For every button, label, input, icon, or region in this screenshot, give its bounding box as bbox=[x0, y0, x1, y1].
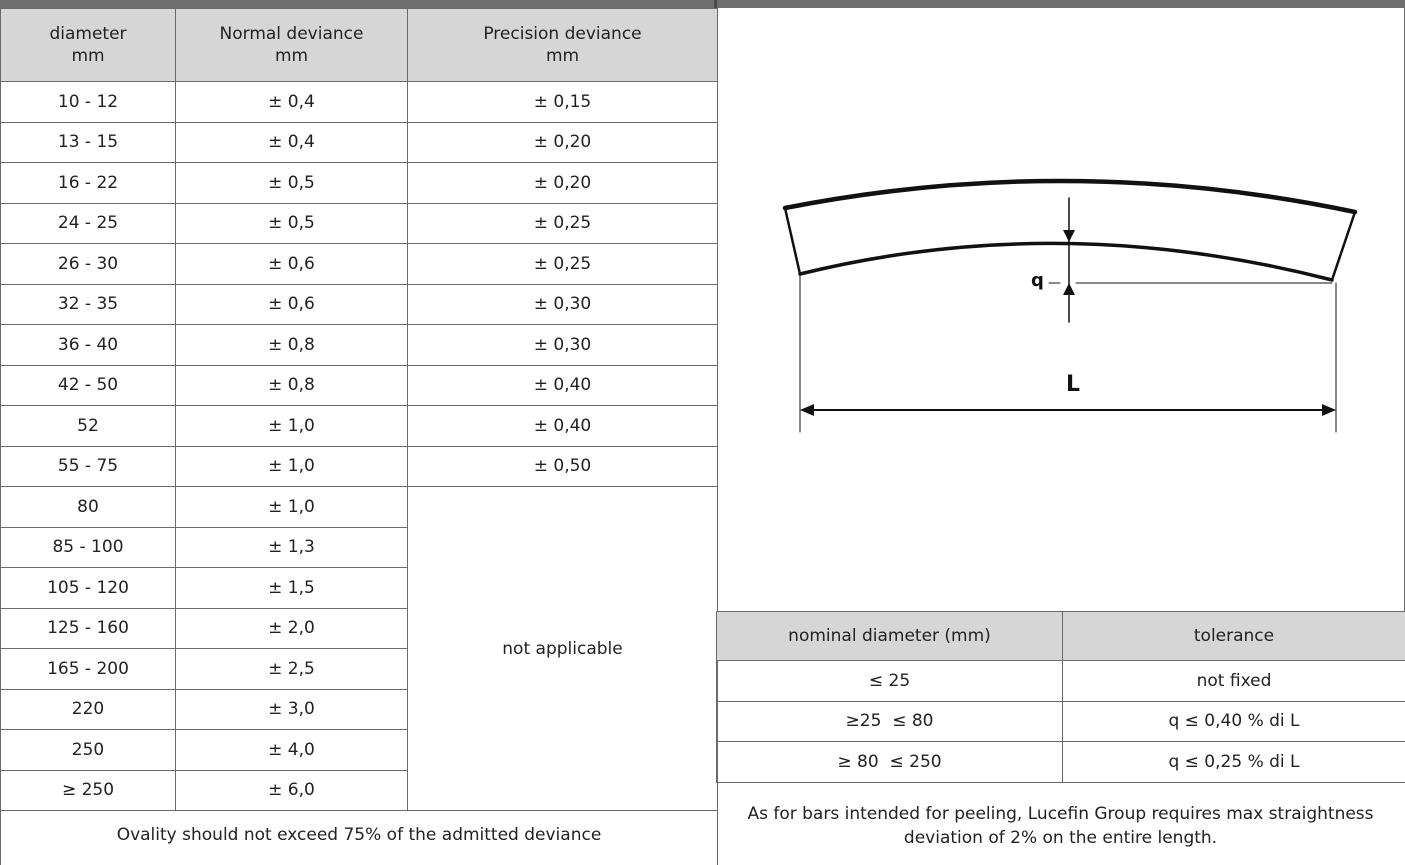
peeling-note: As for bars intended for peeling, Lucefi… bbox=[716, 802, 1405, 850]
precision-deviance-cell: ± 0,25 bbox=[408, 244, 718, 285]
bar-top-edge bbox=[785, 181, 1355, 212]
diameter-cell: 105 - 120 bbox=[1, 568, 176, 609]
top-header-bar bbox=[0, 0, 1405, 8]
normal-deviance-cell: ± 0,5 bbox=[176, 163, 408, 204]
tolerance-cell: q ≤ 0,40 % di L bbox=[1063, 701, 1405, 742]
precision-deviance-cell: ± 0,20 bbox=[408, 163, 718, 204]
note-row: Ovality should not exceed 75% of the adm… bbox=[1, 811, 718, 865]
diameter-cell: 36 - 40 bbox=[1, 325, 176, 366]
header-separator bbox=[714, 0, 717, 8]
normal-deviance-cell: ± 2,0 bbox=[176, 608, 408, 649]
table-header-row: diameter mm Normal deviance mm Precision… bbox=[1, 9, 718, 82]
table-row: 26 - 30± 0,6± 0,25 bbox=[1, 244, 718, 285]
diameter-cell: 125 - 160 bbox=[1, 608, 176, 649]
q-arrow-top bbox=[1063, 230, 1075, 242]
normal-deviance-cell: ± 0,8 bbox=[176, 365, 408, 406]
table-row: 36 - 40± 0,8± 0,30 bbox=[1, 325, 718, 366]
not-applicable-cell: not applicable bbox=[408, 487, 718, 811]
header-precision-deviance: Precision deviance mm bbox=[408, 9, 718, 82]
table-row: 13 - 15± 0,4± 0,20 bbox=[1, 122, 718, 163]
straightness-diagram: q L bbox=[760, 170, 1360, 440]
precision-deviance-cell: ± 0,15 bbox=[408, 82, 718, 123]
tolerance-cell: not fixed bbox=[1063, 661, 1405, 702]
diameter-cell: 165 - 200 bbox=[1, 649, 176, 690]
precision-deviance-cell: ± 0,40 bbox=[408, 406, 718, 447]
diameter-cell: 10 - 12 bbox=[1, 82, 176, 123]
nominal-diameter-cell: ≤ 25 bbox=[717, 661, 1063, 702]
table-row: 32 - 35± 0,6± 0,30 bbox=[1, 284, 718, 325]
normal-deviance-cell: ± 0,6 bbox=[176, 284, 408, 325]
precision-deviance-cell: ± 0,30 bbox=[408, 284, 718, 325]
ovality-note: Ovality should not exceed 75% of the adm… bbox=[1, 811, 718, 865]
normal-deviance-cell: ± 1,0 bbox=[176, 487, 408, 528]
table-row: 24 - 25± 0,5± 0,25 bbox=[1, 203, 718, 244]
l-arrow-left bbox=[800, 404, 814, 416]
label-q: q bbox=[1031, 270, 1044, 291]
normal-deviance-cell: ± 1,5 bbox=[176, 568, 408, 609]
precision-deviance-cell: ± 0,40 bbox=[408, 365, 718, 406]
normal-deviance-cell: ± 0,5 bbox=[176, 203, 408, 244]
normal-deviance-cell: ± 2,5 bbox=[176, 649, 408, 690]
normal-deviance-cell: ± 0,4 bbox=[176, 82, 408, 123]
normal-deviance-cell: ± 1,0 bbox=[176, 406, 408, 447]
nominal-diameter-cell: ≥25 ≤ 80 bbox=[717, 701, 1063, 742]
diameter-cell: 80 bbox=[1, 487, 176, 528]
diameter-cell: 13 - 15 bbox=[1, 122, 176, 163]
diameter-cell: 52 bbox=[1, 406, 176, 447]
normal-deviance-cell: ± 3,0 bbox=[176, 689, 408, 730]
diameter-deviance-table: diameter mm Normal deviance mm Precision… bbox=[0, 8, 718, 865]
table-row: 52± 1,0± 0,40 bbox=[1, 406, 718, 447]
normal-deviance-cell: ± 0,6 bbox=[176, 244, 408, 285]
normal-deviance-cell: ± 1,3 bbox=[176, 527, 408, 568]
header-diameter: diameter mm bbox=[1, 9, 176, 82]
precision-deviance-cell: ± 0,50 bbox=[408, 446, 718, 487]
diameter-cell: 85 - 100 bbox=[1, 527, 176, 568]
precision-deviance-cell: ± 0,20 bbox=[408, 122, 718, 163]
header-tolerance: tolerance bbox=[1063, 612, 1405, 661]
table-row: 42 - 50± 0,8± 0,40 bbox=[1, 365, 718, 406]
normal-deviance-cell: ± 4,0 bbox=[176, 730, 408, 771]
header-normal-deviance: Normal deviance mm bbox=[176, 9, 408, 82]
table-row: 16 - 22± 0,5± 0,20 bbox=[1, 163, 718, 204]
diameter-cell: ≥ 250 bbox=[1, 770, 176, 811]
diameter-cell: 250 bbox=[1, 730, 176, 771]
table-row: 55 - 75± 1,0± 0,50 bbox=[1, 446, 718, 487]
l-arrow-right bbox=[1322, 404, 1336, 416]
diameter-cell: 16 - 22 bbox=[1, 163, 176, 204]
precision-deviance-cell: ± 0,25 bbox=[408, 203, 718, 244]
diameter-cell: 220 bbox=[1, 689, 176, 730]
precision-deviance-cell: ± 0,30 bbox=[408, 325, 718, 366]
normal-deviance-cell: ± 0,8 bbox=[176, 325, 408, 366]
label-L: L bbox=[1066, 372, 1080, 397]
normal-deviance-cell: ± 0,4 bbox=[176, 122, 408, 163]
diameter-cell: 26 - 30 bbox=[1, 244, 176, 285]
diameter-cell: 24 - 25 bbox=[1, 203, 176, 244]
diameter-cell: 32 - 35 bbox=[1, 284, 176, 325]
normal-deviance-cell: ± 6,0 bbox=[176, 770, 408, 811]
tolerance-header-row: nominal diameter (mm) tolerance bbox=[717, 612, 1405, 661]
bar-right-end bbox=[1332, 212, 1355, 280]
header-nominal-diameter: nominal diameter (mm) bbox=[717, 612, 1063, 661]
q-arrow-bottom bbox=[1063, 283, 1075, 295]
bar-left-end bbox=[785, 208, 800, 274]
nominal-diameter-cell: ≥ 80 ≤ 250 bbox=[717, 742, 1063, 783]
tolerance-cell: q ≤ 0,25 % di L bbox=[1063, 742, 1405, 783]
diameter-cell: 42 - 50 bbox=[1, 365, 176, 406]
normal-deviance-cell: ± 1,0 bbox=[176, 446, 408, 487]
table-row: 10 - 12± 0,4± 0,15 bbox=[1, 82, 718, 123]
bar-bottom-edge bbox=[800, 243, 1332, 280]
diameter-cell: 55 - 75 bbox=[1, 446, 176, 487]
